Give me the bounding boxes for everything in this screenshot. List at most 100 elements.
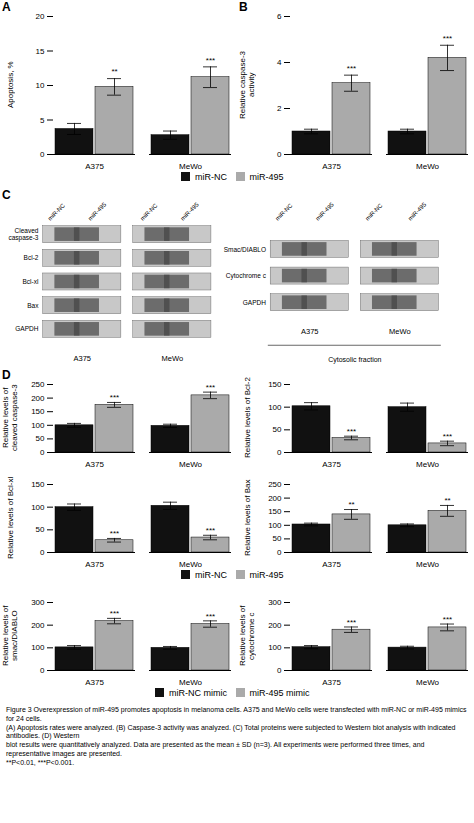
svg-text:MeWo: MeWo: [179, 460, 203, 468]
svg-text:A375: A375: [85, 460, 104, 468]
svg-text:A375: A375: [322, 460, 341, 468]
svg-text:50: 50: [36, 525, 45, 534]
svg-text:miR-NC: miR-NC: [274, 202, 294, 222]
svg-text:***: ***: [443, 34, 452, 43]
svg-text:6: 6: [277, 12, 282, 21]
svg-text:0: 0: [277, 448, 282, 457]
svg-text:GAPDH: GAPDH: [15, 325, 38, 332]
svg-text:***: ***: [110, 393, 119, 402]
svg-text:Bax: Bax: [27, 302, 39, 309]
svg-text:2: 2: [277, 104, 282, 113]
svg-text:150: 150: [31, 480, 45, 489]
html-text:miR-NC: miR-NC: [195, 569, 227, 580]
svg-text:A375: A375: [85, 560, 104, 568]
svg-text:4: 4: [277, 58, 282, 67]
svg-text:150: 150: [268, 507, 282, 516]
svg-text:***: ***: [347, 64, 356, 73]
svg-text:Smac/DIABLO: Smac/DIABLO: [224, 246, 266, 253]
svg-text:MeWo: MeWo: [416, 460, 440, 468]
svg-text:***: ***: [443, 615, 452, 624]
svg-text:0: 0: [277, 150, 282, 159]
svg-text:MeWo: MeWo: [416, 678, 440, 686]
svg-text:miR-NC: miR-NC: [47, 202, 67, 222]
svg-text:200: 200: [31, 394, 45, 403]
svg-text:MeWo: MeWo: [179, 162, 203, 170]
svg-text:20: 20: [36, 12, 45, 21]
svg-text:150: 150: [31, 407, 45, 416]
svg-text:miR-495: miR-495: [179, 201, 200, 222]
html-text:Relative caspase-3 activity: Relative caspase-3 activity: [238, 51, 256, 119]
svg-text:Cleavedcaspase-3: Cleavedcaspase-3: [8, 227, 38, 242]
svg-text:0: 0: [40, 666, 45, 675]
svg-text:miR-495: miR-495: [315, 201, 336, 222]
svg-text:150: 150: [268, 380, 282, 389]
svg-text:100: 100: [268, 521, 282, 530]
html-text:Relative levels of cytochrome: Relative levels of cytochrome c: [238, 605, 256, 667]
svg-text:***: ***: [206, 383, 215, 392]
svg-text:***: ***: [347, 427, 356, 436]
svg-text:300: 300: [31, 598, 45, 607]
svg-text:5: 5: [40, 116, 45, 125]
svg-text:A375: A375: [85, 162, 104, 170]
svg-text:250: 250: [31, 380, 45, 389]
svg-text:MeWo: MeWo: [416, 162, 440, 170]
svg-text:miR-NC: miR-NC: [364, 202, 384, 222]
svg-text:0: 0: [277, 666, 282, 675]
svg-text:200: 200: [268, 494, 282, 503]
svg-text:miR-NC: miR-NC: [139, 202, 159, 222]
svg-text:***: ***: [206, 526, 215, 535]
html-text:miR-495: miR-495: [249, 171, 284, 182]
svg-text:100: 100: [268, 403, 282, 412]
svg-text:0: 0: [40, 448, 45, 457]
html-text:miR-NC mimic: miR-NC mimic: [169, 687, 227, 698]
svg-text:***: ***: [110, 529, 119, 538]
svg-text:Cytosolic fraction: Cytosolic fraction: [328, 356, 381, 364]
html-text:Relative levels of cleaved cas: Relative levels of cleaved caspase-3: [1, 384, 19, 452]
svg-text:MeWo: MeWo: [179, 560, 203, 568]
html-text:miR-495: miR-495: [249, 569, 284, 580]
svg-text:A375: A375: [85, 678, 104, 686]
svg-text:miR-495: miR-495: [87, 201, 108, 222]
svg-text:200: 200: [31, 621, 45, 630]
svg-text:0: 0: [277, 548, 282, 557]
svg-text:50: 50: [36, 434, 45, 443]
svg-text:A375: A375: [322, 678, 341, 686]
html-text:Figure 3 Overexpression of miR: Figure 3 Overexpression of miR-495 promo…: [6, 706, 467, 766]
svg-text:Bcl-2: Bcl-2: [24, 254, 39, 261]
svg-text:Cytochrome c: Cytochrome c: [226, 272, 267, 280]
svg-text:**: **: [444, 496, 450, 505]
svg-text:100: 100: [31, 503, 45, 512]
svg-text:50: 50: [273, 534, 282, 543]
svg-text:Bcl-xl: Bcl-xl: [23, 278, 39, 285]
svg-text:MeWo: MeWo: [416, 560, 440, 568]
svg-text:***: ***: [206, 612, 215, 621]
svg-text:MeWo: MeWo: [162, 354, 184, 363]
svg-text:100: 100: [268, 643, 282, 652]
svg-text:100: 100: [31, 643, 45, 652]
svg-text:miR-495: miR-495: [407, 201, 428, 222]
svg-text:***: ***: [347, 618, 356, 627]
svg-text:300: 300: [268, 598, 282, 607]
svg-text:15: 15: [36, 47, 45, 56]
svg-text:A375: A375: [73, 354, 91, 363]
html-text:Relative levels of smac/DIABLO: Relative levels of smac/DIABLO: [1, 605, 19, 667]
svg-text:0: 0: [40, 150, 45, 159]
svg-text:200: 200: [268, 621, 282, 630]
svg-text:100: 100: [31, 421, 45, 430]
html-text:miR-NC: miR-NC: [195, 171, 227, 182]
svg-text:***: ***: [206, 56, 215, 65]
svg-text:A375: A375: [322, 162, 341, 170]
svg-text:GAPDH: GAPDH: [243, 299, 266, 306]
svg-text:**: **: [111, 67, 117, 76]
svg-text:0: 0: [40, 548, 45, 557]
svg-text:10: 10: [36, 81, 45, 90]
svg-text:A375: A375: [301, 327, 319, 336]
svg-text:50: 50: [273, 425, 282, 434]
svg-text:MeWo: MeWo: [389, 327, 411, 336]
svg-text:A375: A375: [322, 560, 341, 568]
svg-text:***: ***: [110, 609, 119, 618]
svg-text:**: **: [348, 500, 354, 509]
svg-text:250: 250: [268, 480, 282, 489]
svg-text:MeWo: MeWo: [179, 678, 203, 686]
svg-text:***: ***: [443, 432, 452, 441]
